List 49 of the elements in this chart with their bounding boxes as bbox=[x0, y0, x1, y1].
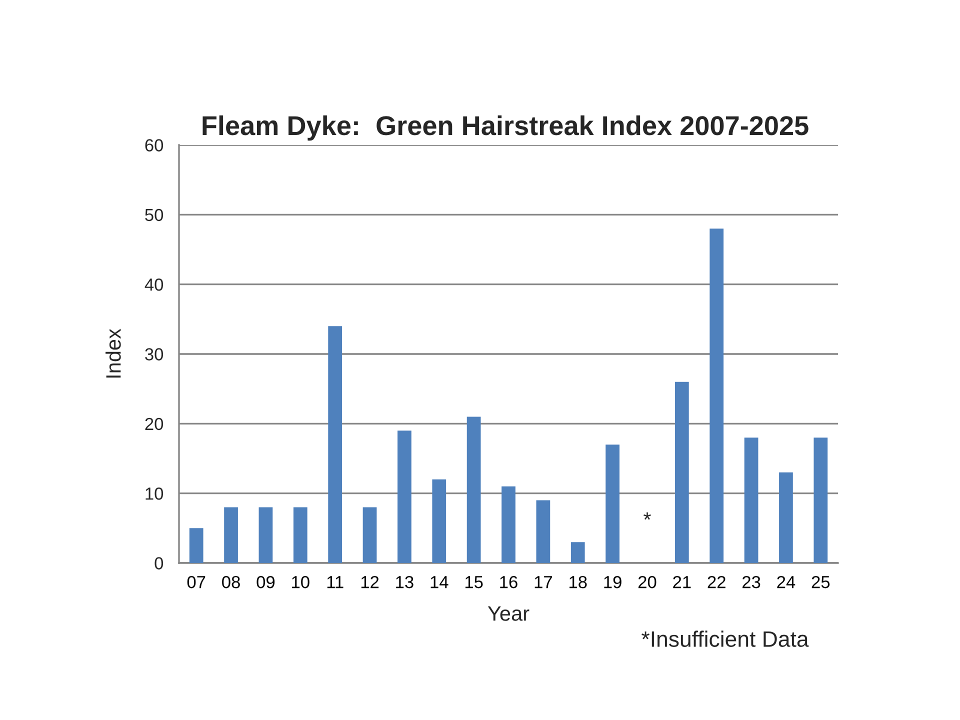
chart-title: Fleam Dyke: Green Hairstreak Index 2007-2025 bbox=[202, 115, 808, 141]
bar bbox=[224, 507, 238, 563]
bar bbox=[536, 500, 550, 563]
bar bbox=[674, 382, 689, 563]
y-tick-label: 10 bbox=[146, 488, 164, 500]
y-tick-label: 20 bbox=[145, 418, 164, 430]
bar bbox=[779, 472, 793, 563]
bar bbox=[189, 528, 204, 563]
x-tick-label: 16 bbox=[500, 576, 518, 588]
y-axis-title: Index bbox=[106, 328, 121, 378]
x-tick-label: 09 bbox=[256, 576, 275, 588]
x-tick-label: 15 bbox=[465, 576, 483, 588]
bar bbox=[570, 542, 585, 563]
x-tick-label: 08 bbox=[222, 576, 240, 588]
x-tick-label: 23 bbox=[742, 576, 760, 588]
y-tick-label: 0 bbox=[154, 557, 164, 570]
x-tick-label: 22 bbox=[708, 576, 726, 588]
bar bbox=[710, 228, 724, 563]
bar bbox=[293, 507, 308, 563]
x-tick-label: 13 bbox=[396, 576, 414, 588]
x-tick-label: 20 bbox=[638, 576, 656, 588]
x-tick-label: 12 bbox=[361, 576, 379, 588]
x-tick-label: 19 bbox=[604, 576, 622, 588]
bar bbox=[258, 507, 273, 563]
bar bbox=[744, 438, 758, 563]
x-tick-label: 10 bbox=[292, 576, 310, 588]
text: *Insufficient Data bbox=[642, 630, 809, 647]
bar bbox=[606, 444, 620, 563]
bar bbox=[432, 479, 446, 563]
bar bbox=[362, 507, 377, 563]
bar bbox=[502, 486, 516, 563]
x-tick-label: 17 bbox=[534, 576, 552, 588]
y-tick-label: 40 bbox=[144, 278, 164, 291]
x-tick-label: 07 bbox=[187, 576, 206, 588]
bar bbox=[328, 326, 342, 563]
y-tick-label: 60 bbox=[145, 139, 164, 152]
x-tick-label: 18 bbox=[570, 576, 587, 588]
bar bbox=[466, 416, 481, 563]
x-tick-label: 11 bbox=[327, 576, 344, 588]
y-tick-label: 30 bbox=[145, 348, 164, 360]
x-axis-title: Year bbox=[488, 606, 530, 621]
x-tick-label: 14 bbox=[430, 576, 448, 588]
annotation: * bbox=[644, 512, 651, 520]
x-tick-label: 25 bbox=[812, 576, 830, 588]
y-tick-label: 50 bbox=[145, 208, 164, 222]
bar bbox=[814, 438, 828, 563]
bar bbox=[398, 430, 412, 563]
x-tick-label: 21 bbox=[673, 576, 691, 588]
x-tick-label: 24 bbox=[777, 576, 796, 588]
